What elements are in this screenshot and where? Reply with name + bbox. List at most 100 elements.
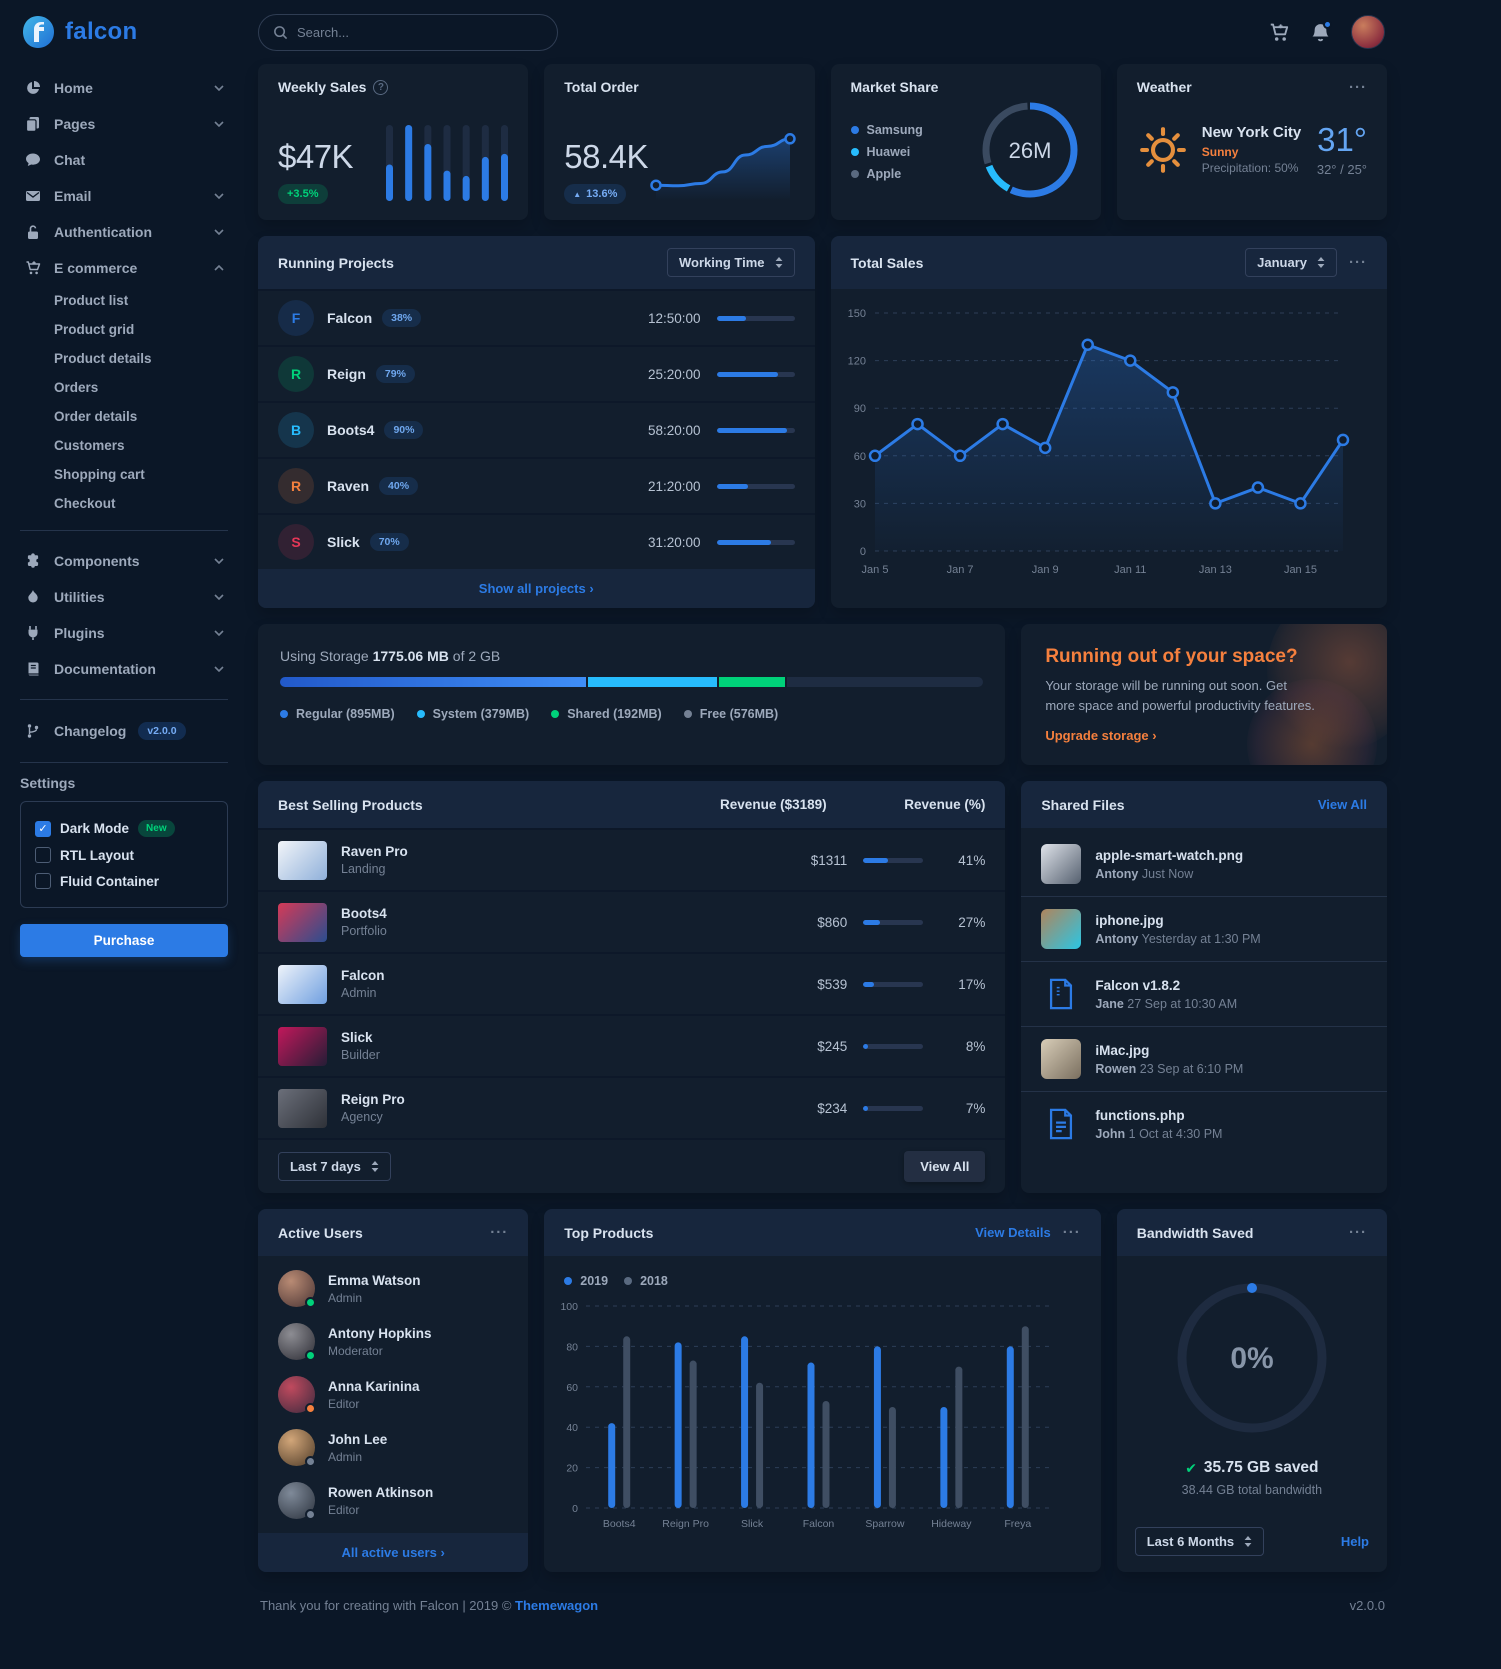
overflow-menu-icon[interactable]: ···	[1349, 78, 1367, 96]
shared-files-view-all-link[interactable]: View All	[1317, 797, 1367, 813]
sidebar-item-home[interactable]: Home	[20, 70, 228, 106]
product-name[interactable]: Reign Pro	[341, 1092, 405, 1108]
project-avatar: S	[278, 524, 314, 560]
falcon-logo[interactable]: falcon	[20, 14, 258, 50]
sidebar-item-orders[interactable]: Orders	[54, 380, 99, 395]
weather-title: Weather	[1136, 79, 1192, 95]
product-revenue-percent: 8%	[965, 1038, 986, 1054]
overflow-menu-icon[interactable]: ···	[1349, 254, 1367, 271]
overflow-menu-icon[interactable]: ···	[490, 1224, 509, 1242]
svg-text:100: 100	[561, 1301, 579, 1313]
user-name[interactable]: Emma Watson	[328, 1272, 421, 1288]
sidebar-item-authentication[interactable]: Authentication	[20, 214, 228, 250]
sidebar-item-product-list[interactable]: Product list	[54, 293, 129, 308]
svg-text:Jan 13: Jan 13	[1198, 564, 1231, 576]
legend-item-2018[interactable]: 2018	[624, 1270, 668, 1292]
sidebar-item-checkout[interactable]: Checkout	[54, 496, 116, 511]
show-all-projects-link[interactable]: Show all projects ›	[478, 581, 594, 596]
help-link[interactable]: Help	[1340, 1534, 1369, 1550]
file-meta: Jane 27 Sep at 10:30 AM	[1095, 996, 1238, 1011]
rtl-layout-toggle[interactable]: RTL Layout	[35, 842, 213, 868]
sidebar-item-customers[interactable]: Customers	[54, 438, 125, 453]
file-name[interactable]: iMac.jpg	[1095, 1042, 1150, 1058]
period-select[interactable]: Last 7 days	[278, 1152, 391, 1182]
search-input[interactable]	[297, 24, 543, 40]
user-name[interactable]: Anna Karinina	[328, 1378, 420, 1394]
cart-icon[interactable]	[1269, 22, 1290, 43]
sidebar-item-plugins[interactable]: Plugins	[20, 615, 228, 651]
search-box[interactable]	[258, 13, 558, 51]
product-revenue-bar	[863, 1043, 924, 1049]
check-icon: ✔	[1185, 1459, 1197, 1476]
help-icon[interactable]: ?	[373, 79, 389, 95]
product-name[interactable]: Slick	[341, 1030, 373, 1046]
falcon-logo-icon	[20, 14, 56, 50]
storage-legend-free-576mb: Free (576MB)	[683, 703, 778, 725]
project-name[interactable]: Reign	[327, 366, 366, 382]
image-file-thumbnail	[1041, 909, 1082, 950]
sidebar-item-documentation[interactable]: Documentation	[20, 651, 228, 687]
sidebar-item-e-commerce[interactable]: E commerce	[20, 250, 228, 286]
sidebar-item-components[interactable]: Components	[20, 543, 228, 579]
user-avatar[interactable]	[1351, 15, 1385, 49]
sidebar-item-product-grid[interactable]: Product grid	[54, 322, 135, 337]
upgrade-storage-link[interactable]: Upgrade storage ›	[1045, 728, 1157, 744]
user-name[interactable]: Rowen Atkinson	[328, 1484, 434, 1500]
svg-text:0: 0	[572, 1503, 578, 1515]
shared-files-card: Shared Files View All apple-smart-watch.…	[1021, 781, 1387, 1194]
fluid-container-toggle[interactable]: Fluid Container	[35, 868, 213, 894]
months-select[interactable]: Last 6 Months	[1134, 1527, 1265, 1557]
sun-icon	[1137, 124, 1189, 176]
sidebar-item-shopping-cart[interactable]: Shopping cart	[54, 467, 145, 482]
user-role: Editor	[328, 1502, 360, 1517]
all-active-users-link[interactable]: All active users ›	[341, 1545, 445, 1561]
storage-usage-bar	[280, 677, 984, 687]
project-name[interactable]: Raven	[327, 478, 370, 494]
overflow-menu-icon[interactable]: ···	[1062, 1224, 1081, 1242]
project-name[interactable]: Falcon	[327, 310, 373, 326]
sidebar-item-utilities[interactable]: Utilities	[20, 579, 228, 615]
weekly-sales-chart	[386, 125, 509, 204]
sidebar-item-email[interactable]: Email	[20, 178, 228, 214]
svg-text:26M: 26M	[1008, 138, 1051, 163]
product-row-raven-pro: Raven Pro Landing $1311 41%	[258, 828, 1006, 890]
sidebar-item-product-details[interactable]: Product details	[54, 351, 152, 366]
view-details-link[interactable]: View Details	[975, 1225, 1051, 1241]
sidebar-item-changelog[interactable]: Changelog v2.0.0	[20, 712, 228, 750]
purchase-button[interactable]: Purchase	[20, 924, 228, 957]
user-name[interactable]: Antony Hopkins	[328, 1325, 432, 1341]
bandwidth-saved-value: 35.75 GB saved	[1203, 1459, 1319, 1477]
total-sales-card: Total Sales January ··· 0 30 60 90 120 150 Jan…	[830, 236, 1387, 608]
overflow-menu-icon[interactable]: ···	[1349, 1224, 1367, 1242]
project-time: 58:20:00	[647, 422, 701, 438]
month-select[interactable]: January	[1245, 248, 1337, 277]
themewagon-link[interactable]: Themewagon	[515, 1598, 599, 1614]
file-name[interactable]: functions.php	[1095, 1107, 1185, 1123]
user-avatar	[278, 1270, 316, 1309]
legend-item-2019[interactable]: 2019	[564, 1270, 608, 1292]
dark-mode-toggle[interactable]: ✓ Dark Mode New	[35, 815, 213, 842]
top-products-bar-chart: 0 20 40 60 80 100 Boots4 Reign Pro Slick Falcon Sp…	[544, 1294, 1100, 1545]
product-name[interactable]: Boots4	[341, 906, 387, 922]
project-avatar: R	[278, 468, 314, 504]
svg-text:60: 60	[853, 451, 865, 463]
user-name[interactable]: John Lee	[328, 1431, 388, 1447]
project-name[interactable]: Boots4	[327, 422, 375, 438]
notifications-bell-icon[interactable]	[1310, 19, 1332, 43]
sidebar-item-chat[interactable]: Chat	[20, 142, 228, 178]
user-avatar	[278, 1429, 316, 1468]
sidebar-item-order-details[interactable]: Order details	[54, 409, 138, 424]
product-name[interactable]: Raven Pro	[341, 844, 408, 860]
sidebar-item-pages[interactable]: Pages	[20, 106, 228, 142]
file-name[interactable]: Falcon v1.8.2	[1095, 977, 1181, 993]
project-name[interactable]: Slick	[327, 534, 360, 550]
file-name[interactable]: iphone.jpg	[1095, 912, 1164, 928]
chevron-right-icon: ›	[1152, 728, 1157, 744]
file-name[interactable]: apple-smart-watch.png	[1095, 847, 1244, 863]
view-all-button[interactable]: View All	[904, 1151, 986, 1183]
product-name[interactable]: Falcon	[341, 968, 385, 984]
project-time: 25:20:00	[647, 366, 701, 382]
working-time-select[interactable]: Working Time	[667, 248, 795, 277]
svg-text:120: 120	[847, 356, 865, 368]
product-row-falcon: Falcon Admin $539 17%	[258, 952, 1006, 1014]
